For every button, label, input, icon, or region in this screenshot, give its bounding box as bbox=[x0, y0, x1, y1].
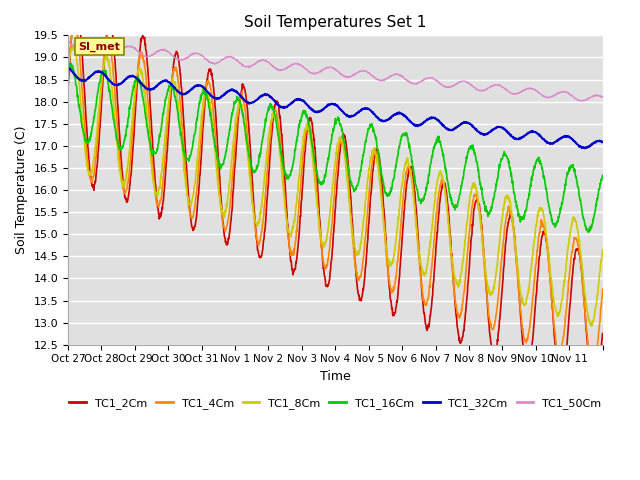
Y-axis label: Soil Temperature (C): Soil Temperature (C) bbox=[15, 126, 28, 254]
Title: Soil Temperatures Set 1: Soil Temperatures Set 1 bbox=[244, 15, 426, 30]
Legend: TC1_2Cm, TC1_4Cm, TC1_8Cm, TC1_16Cm, TC1_32Cm, TC1_50Cm: TC1_2Cm, TC1_4Cm, TC1_8Cm, TC1_16Cm, TC1… bbox=[65, 394, 605, 413]
X-axis label: Time: Time bbox=[320, 370, 351, 383]
Text: SI_met: SI_met bbox=[79, 41, 120, 51]
